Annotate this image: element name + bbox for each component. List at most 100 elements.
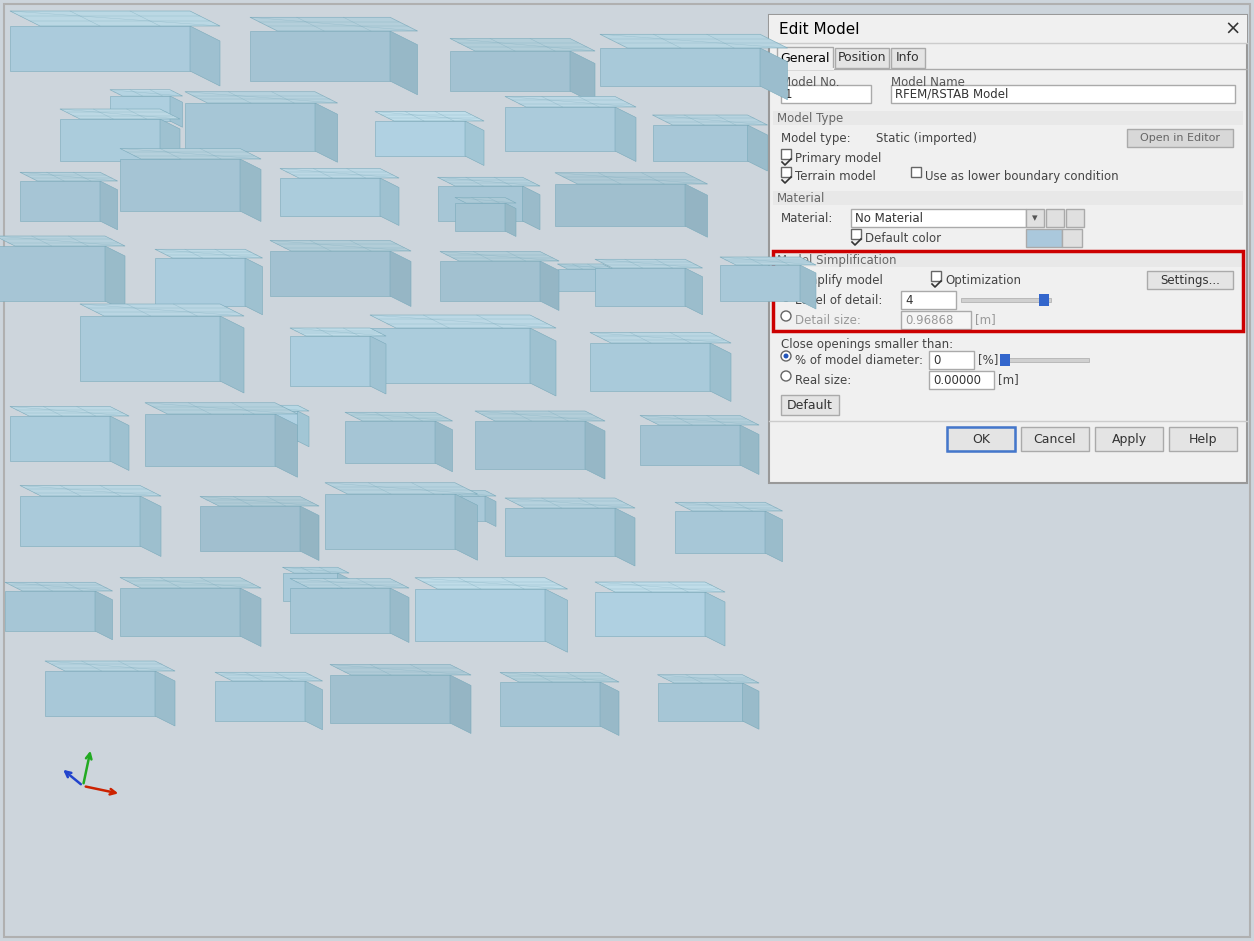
Polygon shape [297, 411, 308, 447]
Polygon shape [45, 661, 176, 671]
Polygon shape [594, 260, 702, 268]
Polygon shape [155, 249, 262, 258]
Text: Primary model: Primary model [795, 152, 882, 165]
Polygon shape [720, 257, 816, 265]
Polygon shape [330, 675, 450, 723]
Text: 4: 4 [905, 294, 913, 307]
Polygon shape [594, 268, 685, 306]
Bar [781, 271, 791, 281]
Bar [851, 209, 1026, 227]
Text: [m]: [m] [998, 374, 1018, 387]
Text: 0.00000: 0.00000 [933, 374, 981, 387]
Polygon shape [760, 48, 788, 100]
Polygon shape [5, 582, 113, 591]
Polygon shape [20, 486, 161, 496]
Bar [1169, 427, 1236, 451]
Polygon shape [214, 672, 322, 681]
Polygon shape [440, 261, 540, 301]
Text: Material: Material [777, 192, 825, 204]
Polygon shape [599, 48, 760, 86]
Text: General: General [780, 52, 830, 65]
Polygon shape [450, 39, 594, 51]
Polygon shape [455, 494, 478, 560]
Circle shape [781, 371, 791, 381]
Bar [930, 271, 940, 281]
Polygon shape [245, 258, 262, 314]
Polygon shape [370, 315, 556, 328]
Polygon shape [290, 336, 370, 386]
Polygon shape [60, 109, 181, 119]
Polygon shape [545, 589, 568, 652]
Polygon shape [370, 336, 386, 394]
Polygon shape [505, 203, 515, 236]
Polygon shape [375, 121, 465, 156]
Polygon shape [594, 592, 705, 636]
Polygon shape [740, 425, 759, 474]
Text: Cancel: Cancel [1033, 433, 1076, 445]
Polygon shape [300, 506, 319, 561]
Text: Edit Model: Edit Model [779, 22, 859, 37]
Polygon shape [390, 588, 409, 643]
Polygon shape [214, 681, 305, 721]
Text: Model Type: Model Type [777, 111, 843, 124]
Bar [1147, 271, 1233, 289]
Bar [1046, 209, 1063, 227]
Polygon shape [485, 496, 497, 527]
Bar [892, 85, 1235, 103]
Bar [1062, 229, 1082, 247]
Bar [892, 48, 925, 68]
Text: Real size:: Real size: [795, 374, 851, 387]
Text: RFEM/RSTAB Model: RFEM/RSTAB Model [895, 88, 1008, 101]
Bar [1066, 209, 1083, 227]
Polygon shape [505, 498, 635, 508]
Polygon shape [685, 184, 707, 237]
Polygon shape [742, 683, 759, 729]
Bar [947, 427, 1014, 451]
Bar [961, 298, 1051, 302]
Polygon shape [747, 125, 767, 171]
Polygon shape [675, 511, 765, 553]
Polygon shape [250, 17, 418, 31]
Polygon shape [10, 11, 219, 26]
Polygon shape [337, 573, 349, 607]
Polygon shape [290, 579, 409, 588]
Polygon shape [500, 682, 599, 726]
Polygon shape [290, 588, 390, 633]
Bar [910, 167, 920, 177]
Polygon shape [10, 26, 191, 71]
Polygon shape [380, 178, 399, 226]
Polygon shape [375, 111, 484, 121]
Polygon shape [219, 316, 245, 393]
Circle shape [781, 291, 791, 301]
Polygon shape [602, 269, 612, 296]
Text: Default color: Default color [865, 231, 940, 245]
Circle shape [784, 294, 789, 298]
Polygon shape [120, 159, 240, 211]
Polygon shape [765, 511, 782, 562]
Polygon shape [45, 671, 155, 716]
Polygon shape [589, 343, 710, 391]
Polygon shape [450, 675, 472, 733]
Polygon shape [440, 251, 559, 261]
Polygon shape [390, 31, 418, 95]
Polygon shape [171, 96, 183, 127]
Polygon shape [280, 168, 399, 178]
Bar [999, 354, 1009, 366]
Polygon shape [282, 567, 349, 573]
Text: 1: 1 [785, 88, 793, 101]
Text: Settings...: Settings... [1160, 274, 1220, 286]
Polygon shape [5, 591, 95, 631]
Text: Level of detail:: Level of detail: [795, 294, 883, 307]
Polygon shape [435, 490, 497, 496]
Text: Terrain model: Terrain model [795, 169, 875, 183]
Text: Model type:: Model type: [781, 132, 850, 145]
Bar [1021, 427, 1088, 451]
Text: Open in Editor: Open in Editor [1140, 133, 1220, 143]
Polygon shape [199, 497, 319, 506]
Bar [902, 311, 971, 329]
Polygon shape [305, 681, 322, 730]
Polygon shape [800, 265, 816, 309]
Polygon shape [657, 675, 759, 683]
Bar [1038, 294, 1048, 306]
Text: Model No.: Model No. [781, 75, 839, 88]
